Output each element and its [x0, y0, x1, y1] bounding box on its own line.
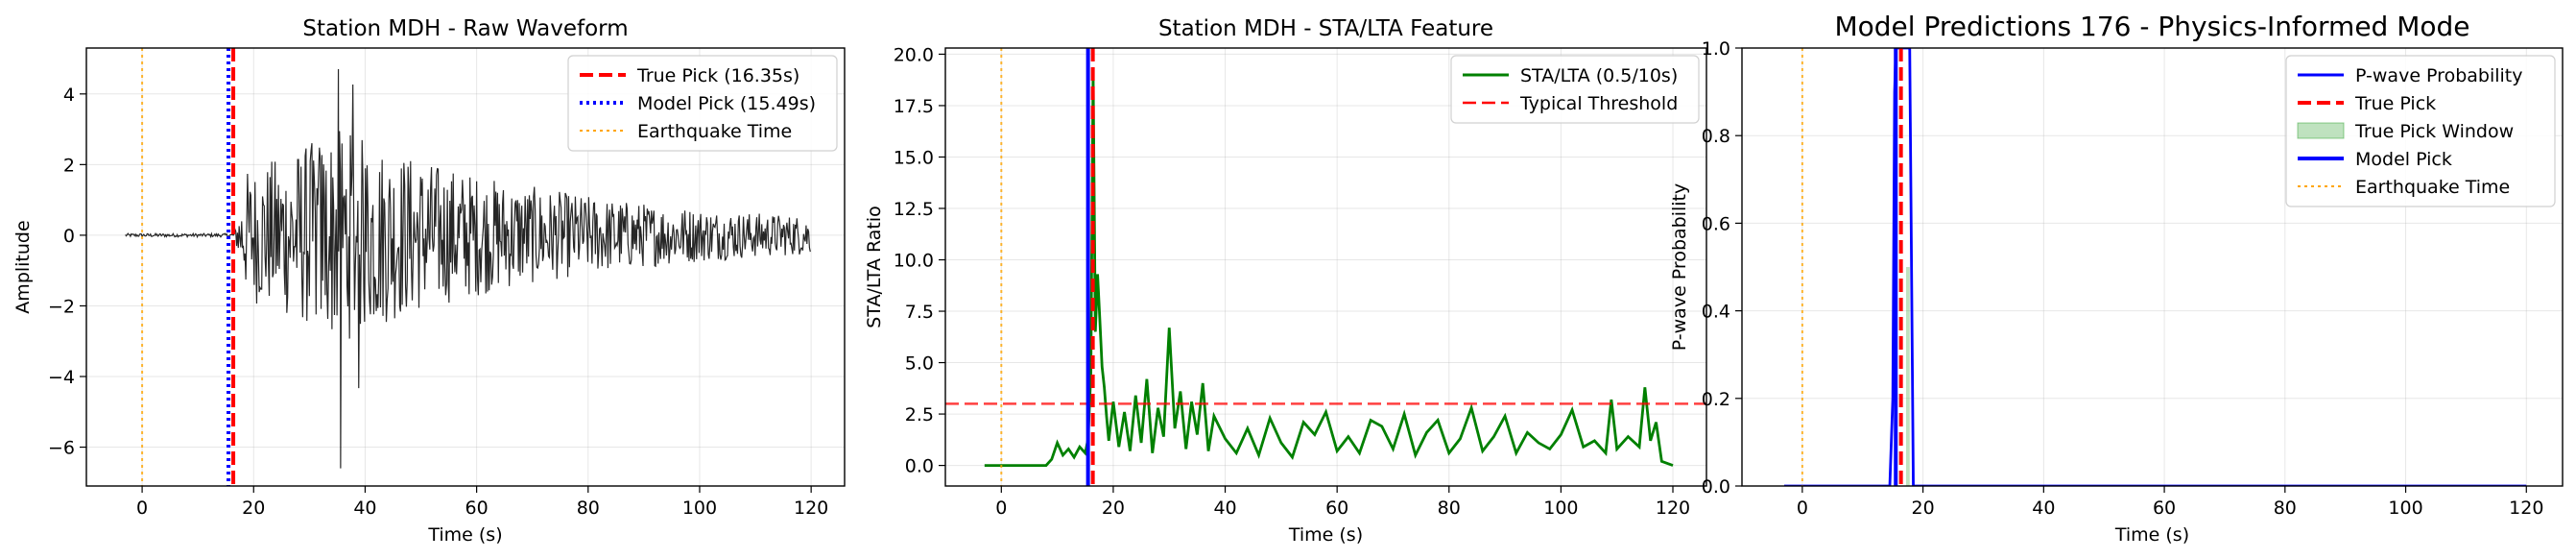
legend-label: True Pick Window	[2354, 121, 2514, 142]
x-tick-label: 0	[136, 498, 148, 519]
x-axis-label: Time (s)	[2114, 524, 2189, 546]
y-tick-label: 2	[63, 155, 75, 176]
x-tick-label: 0	[1797, 498, 1808, 519]
y-tick-label: 0.0	[905, 456, 934, 477]
axes-frame	[85, 47, 846, 487]
legend-label: P-wave Probability	[2355, 65, 2523, 86]
axes-frame	[944, 47, 1707, 487]
y-tick-label: −6	[48, 438, 75, 459]
waveform-line	[125, 69, 811, 469]
series-line-sta-lta	[984, 70, 1674, 467]
legend-swatch	[2297, 122, 2345, 139]
y-tick-label: 2.5	[905, 404, 934, 425]
x-tick-label: 100	[2388, 498, 2422, 519]
x-tick-label: 80	[1438, 498, 1461, 519]
y-tick-label: 0.8	[1702, 126, 1730, 147]
x-tick-label: 120	[2509, 498, 2543, 519]
plot-area	[945, 48, 1706, 486]
legend-box	[2285, 55, 2556, 207]
y-tick-label: 0.2	[1702, 389, 1730, 410]
y-tick-label: 4	[63, 85, 75, 106]
y-tick-label: 17.5	[894, 96, 934, 117]
legend-label: Earthquake Time	[2355, 177, 2510, 198]
y-tick-label: 15.0	[894, 147, 934, 168]
y-tick-label: 10.0	[894, 251, 934, 272]
chart-title: Station MDH - STA/LTA Feature	[1158, 16, 1493, 41]
y-tick-label: 0.6	[1702, 213, 1730, 234]
legend-label: True Pick (16.35s)	[636, 65, 799, 86]
y-tick-label: −4	[48, 367, 75, 388]
series-line-p-wave-probability	[1784, 48, 2527, 486]
x-tick-label: 20	[242, 498, 265, 519]
x-tick-label: 40	[2032, 498, 2055, 519]
plot-area	[125, 48, 811, 486]
y-tick-label: 0.0	[1702, 476, 1730, 498]
x-tick-label: 120	[794, 498, 828, 519]
y-tick-label: 7.5	[905, 302, 934, 323]
x-axis-label: Time (s)	[427, 524, 502, 546]
x-tick-label: 20	[1912, 498, 1935, 519]
y-tick-label: 5.0	[905, 353, 934, 375]
axes-frame	[1741, 47, 2564, 487]
x-tick-label: 80	[577, 498, 600, 519]
x-tick-label: 80	[2274, 498, 2297, 519]
chart-title: Station MDH - Raw Waveform	[302, 16, 628, 41]
x-tick-label: 100	[1543, 498, 1578, 519]
y-tick-label: 1.0	[1702, 38, 1730, 60]
legend-label: True Pick	[2354, 93, 2436, 114]
y-axis-label: P-wave Probability	[1669, 183, 1690, 352]
x-tick-label: 120	[1656, 498, 1690, 519]
y-tick-label: 0.4	[1702, 302, 1730, 323]
legend-label: Typical Threshold	[1519, 93, 1678, 114]
true-pick-window	[1906, 267, 1910, 486]
x-tick-label: 40	[1213, 498, 1236, 519]
y-tick-label: 0	[63, 226, 75, 247]
x-tick-label: 60	[465, 498, 489, 519]
y-tick-label: 20.0	[894, 44, 934, 65]
x-axis-label: Time (s)	[1288, 524, 1363, 546]
x-tick-label: 60	[2153, 498, 2176, 519]
x-tick-label: 100	[682, 498, 717, 519]
y-tick-label: −2	[48, 296, 75, 317]
x-tick-label: 0	[995, 498, 1007, 519]
x-tick-label: 40	[353, 498, 376, 519]
legend-label: Model Pick	[2355, 149, 2452, 170]
y-axis-label: STA/LTA Ratio	[864, 206, 885, 328]
y-tick-label: 12.5	[894, 199, 934, 220]
legend-box	[567, 55, 838, 152]
plot-area	[1784, 48, 2527, 486]
x-tick-label: 60	[1325, 498, 1348, 519]
x-tick-label: 20	[1102, 498, 1125, 519]
legend-label: Model Pick (15.49s)	[637, 93, 816, 114]
y-axis-label: Amplitude	[12, 220, 34, 313]
chart-title: Model Predictions 176 - Physics-Informed…	[1834, 11, 2469, 42]
legend-label: STA/LTA (0.5/10s)	[1520, 65, 1678, 86]
legend-box	[1450, 55, 1700, 124]
legend-label: Earthquake Time	[637, 121, 792, 142]
